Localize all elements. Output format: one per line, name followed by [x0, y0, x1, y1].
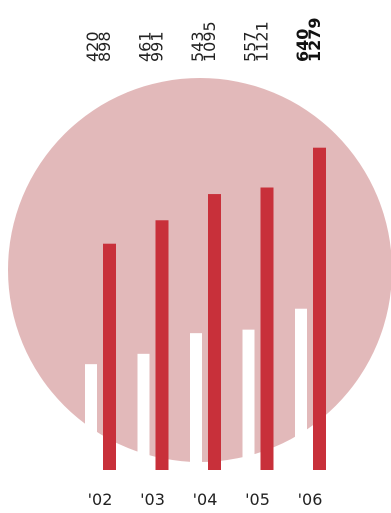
value-label-top-1: 461 [136, 31, 155, 62]
category-label-2: '04 [193, 490, 218, 509]
bar-light-0 [85, 364, 97, 470]
value-label-4: 6401279 [293, 17, 324, 62]
bar-dark-4 [313, 147, 326, 470]
bars-group [85, 147, 326, 470]
value-label-top-2: 543 [188, 31, 207, 62]
value-labels-group: 420898 461991 5431095 5571121 6401279 [83, 17, 324, 62]
value-label-bottom-2: 1095 [200, 21, 219, 62]
value-label-top-3: 557 [241, 31, 260, 62]
category-label-4: '06 [298, 490, 323, 509]
category-label-3: '05 [245, 490, 270, 509]
value-label-bottom-3: 1121 [253, 21, 272, 62]
bar-light-4 [295, 308, 307, 470]
value-label-bottom-1: 991 [148, 31, 167, 62]
bar-dark-2 [208, 194, 221, 470]
value-label-3: 5571121 [241, 21, 272, 62]
value-label-top-4: 640 [293, 29, 312, 62]
bar-dark-1 [155, 220, 169, 470]
category-label-1: '03 [140, 490, 165, 509]
value-label-1: 461991 [136, 31, 167, 62]
value-label-top-0: 420 [83, 31, 102, 62]
value-label-2: 5431095 [188, 21, 219, 62]
bar-light-2 [190, 333, 202, 470]
value-label-0: 420898 [83, 31, 114, 62]
category-label-0: '02 [88, 490, 113, 509]
bar-light-1 [137, 353, 150, 470]
bar-light-3 [242, 329, 255, 470]
value-label-bottom-0: 898 [95, 31, 114, 62]
value-label-bottom-4: 1279 [305, 17, 324, 62]
bar-dark-3 [260, 187, 274, 470]
category-labels-group: '02 '03 '04 '05 '06 [88, 490, 323, 509]
bar-dark-0 [103, 243, 116, 470]
